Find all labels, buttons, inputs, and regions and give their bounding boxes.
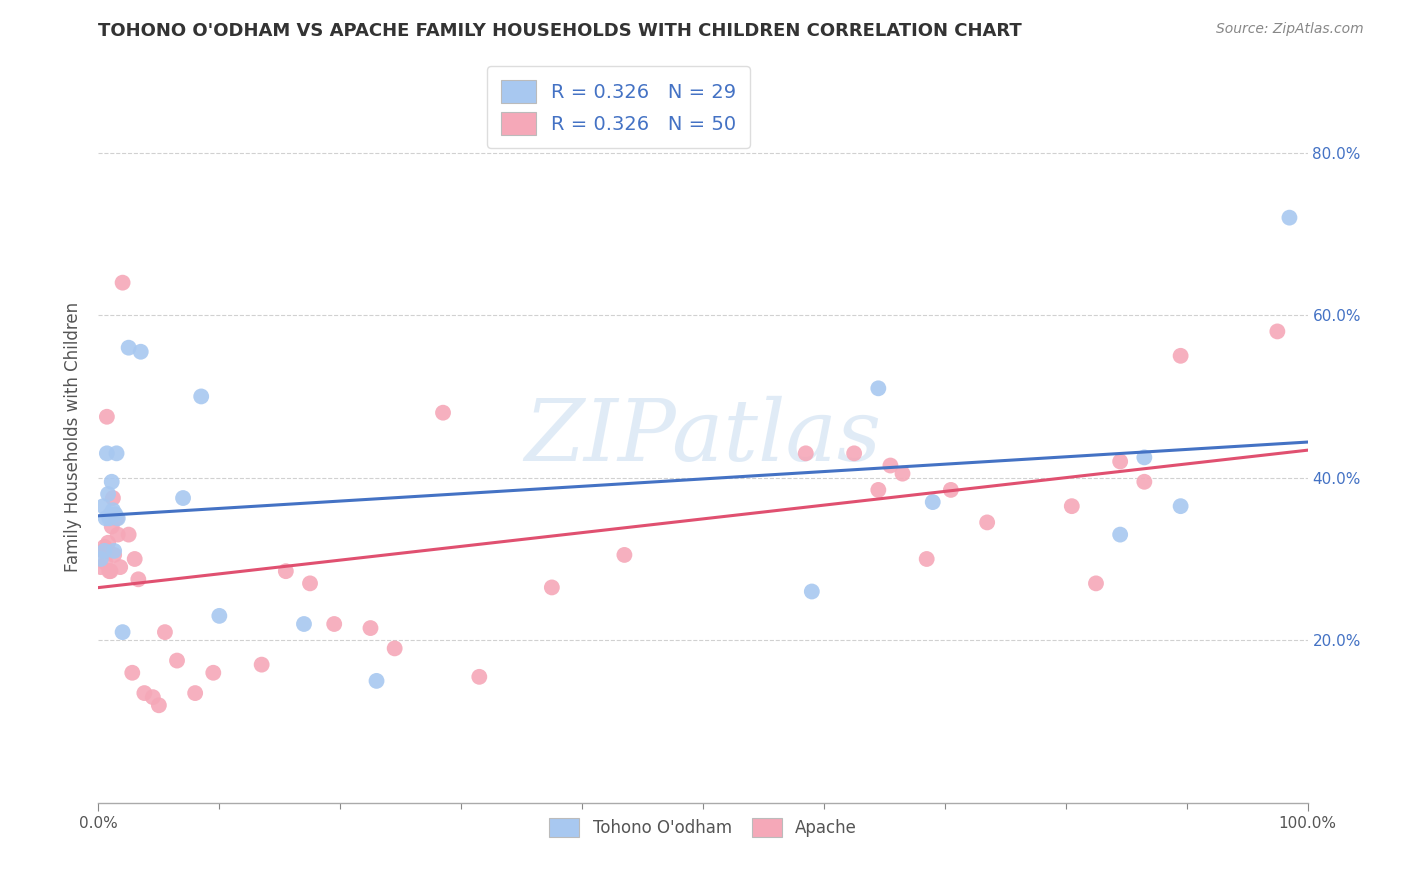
Y-axis label: Family Households with Children: Family Households with Children <box>63 302 82 572</box>
Point <box>879 458 901 473</box>
Point <box>172 491 194 505</box>
Point <box>108 560 131 574</box>
Point <box>540 581 562 595</box>
Point <box>202 665 225 680</box>
Text: TOHONO O'ODHAM VS APACHE FAMILY HOUSEHOLDS WITH CHILDREN CORRELATION CHART: TOHONO O'ODHAM VS APACHE FAMILY HOUSEHOL… <box>98 22 1022 40</box>
Point <box>121 665 143 680</box>
Point <box>91 544 114 558</box>
Point <box>105 446 128 460</box>
Point <box>915 552 938 566</box>
Point <box>323 617 346 632</box>
Point <box>100 475 122 489</box>
Point <box>468 670 491 684</box>
Point <box>142 690 165 705</box>
Point <box>844 446 866 460</box>
Point <box>97 535 120 549</box>
Point <box>384 641 406 656</box>
Legend: Tohono O'odham, Apache: Tohono O'odham, Apache <box>541 810 865 846</box>
Point <box>292 617 315 632</box>
Point <box>94 556 117 570</box>
Point <box>1133 475 1156 489</box>
Point <box>93 544 115 558</box>
Point <box>94 511 117 525</box>
Point <box>208 608 231 623</box>
Point <box>939 483 962 497</box>
Point <box>96 446 118 460</box>
Point <box>124 552 146 566</box>
Point <box>118 341 141 355</box>
Point <box>90 552 112 566</box>
Point <box>100 564 122 578</box>
Point <box>1109 527 1132 541</box>
Point <box>127 572 149 586</box>
Point <box>148 698 170 713</box>
Point <box>891 467 914 481</box>
Point <box>103 548 125 562</box>
Point <box>153 625 176 640</box>
Point <box>91 499 114 513</box>
Point <box>101 503 124 517</box>
Point <box>129 344 152 359</box>
Point <box>613 548 636 562</box>
Point <box>134 686 156 700</box>
Point <box>794 446 817 460</box>
Text: Source: ZipAtlas.com: Source: ZipAtlas.com <box>1216 22 1364 37</box>
Point <box>868 381 890 395</box>
Point <box>166 654 188 668</box>
Point <box>921 495 943 509</box>
Point <box>1267 325 1289 339</box>
Point <box>1170 499 1192 513</box>
Point <box>1133 450 1156 465</box>
Point <box>98 511 121 525</box>
Point <box>800 584 823 599</box>
Point <box>98 564 121 578</box>
Point <box>104 508 127 522</box>
Point <box>184 686 207 700</box>
Point <box>100 508 122 522</box>
Point <box>1109 454 1132 468</box>
Point <box>103 544 125 558</box>
Point <box>1085 576 1108 591</box>
Point <box>107 527 129 541</box>
Point <box>1170 349 1192 363</box>
Point <box>360 621 382 635</box>
Point <box>93 540 115 554</box>
Point <box>250 657 273 672</box>
Point <box>105 511 128 525</box>
Point <box>868 483 890 497</box>
Point <box>97 487 120 501</box>
Point <box>274 564 297 578</box>
Point <box>96 409 118 424</box>
Point <box>976 516 998 530</box>
Point <box>101 491 124 505</box>
Text: ZIPatlas: ZIPatlas <box>524 396 882 478</box>
Point <box>118 527 141 541</box>
Point <box>190 389 212 403</box>
Point <box>111 276 134 290</box>
Point <box>1278 211 1301 225</box>
Point <box>107 511 129 525</box>
Point <box>1060 499 1083 513</box>
Point <box>432 406 454 420</box>
Point <box>111 625 134 640</box>
Point <box>90 560 112 574</box>
Point <box>299 576 322 591</box>
Point <box>366 673 388 688</box>
Point <box>100 519 122 533</box>
